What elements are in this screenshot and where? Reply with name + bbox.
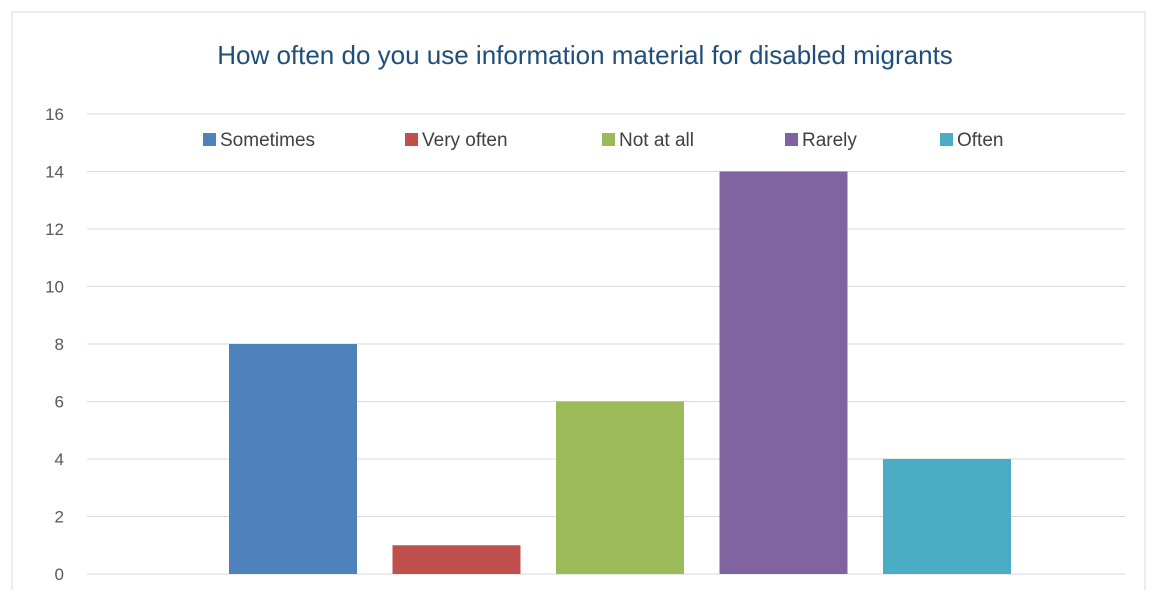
- legend-swatch: [405, 133, 418, 146]
- y-tick-label: 14: [45, 163, 64, 182]
- legend-label: Not at all: [619, 130, 694, 151]
- y-tick-label: 16: [45, 105, 64, 124]
- legend-item-very-often: Very often: [405, 130, 508, 151]
- y-tick-label: 10: [45, 278, 64, 297]
- legend-label: Often: [957, 130, 1003, 151]
- legend-swatch: [940, 133, 953, 146]
- legend-item-sometimes: Sometimes: [203, 130, 315, 151]
- y-tick-label: 12: [45, 220, 64, 239]
- legend-swatch: [785, 133, 798, 146]
- bar-often: [883, 459, 1011, 574]
- bar-sometimes: [229, 344, 357, 574]
- legend-item-rarely: Rarely: [785, 130, 857, 151]
- y-tick-label: 6: [55, 393, 64, 412]
- legend-label: Rarely: [802, 130, 857, 151]
- legend-item-often: Often: [940, 130, 1003, 151]
- legend-label: Sometimes: [220, 130, 315, 151]
- legend-item-not-at-all: Not at all: [602, 130, 694, 151]
- chart-title: How often do you use information materia…: [217, 40, 953, 70]
- bars: [229, 171, 1011, 574]
- y-tick-label: 2: [55, 508, 64, 527]
- legend-swatch: [203, 133, 216, 146]
- legend-label: Very often: [422, 130, 508, 151]
- legend: Sometimes Very often Not at all Rarely Often: [203, 130, 1003, 151]
- legend-swatch: [602, 133, 615, 146]
- y-tick-label: 8: [55, 335, 64, 354]
- y-tick-label: 0: [55, 565, 64, 584]
- bar-not-at-all: [556, 401, 684, 574]
- bar-rarely: [719, 171, 848, 574]
- y-tick-label: 4: [55, 450, 64, 469]
- bar-very-often: [392, 545, 521, 574]
- y-axis-ticks: 0 2 4 6 8 10 12 14 16: [45, 105, 64, 584]
